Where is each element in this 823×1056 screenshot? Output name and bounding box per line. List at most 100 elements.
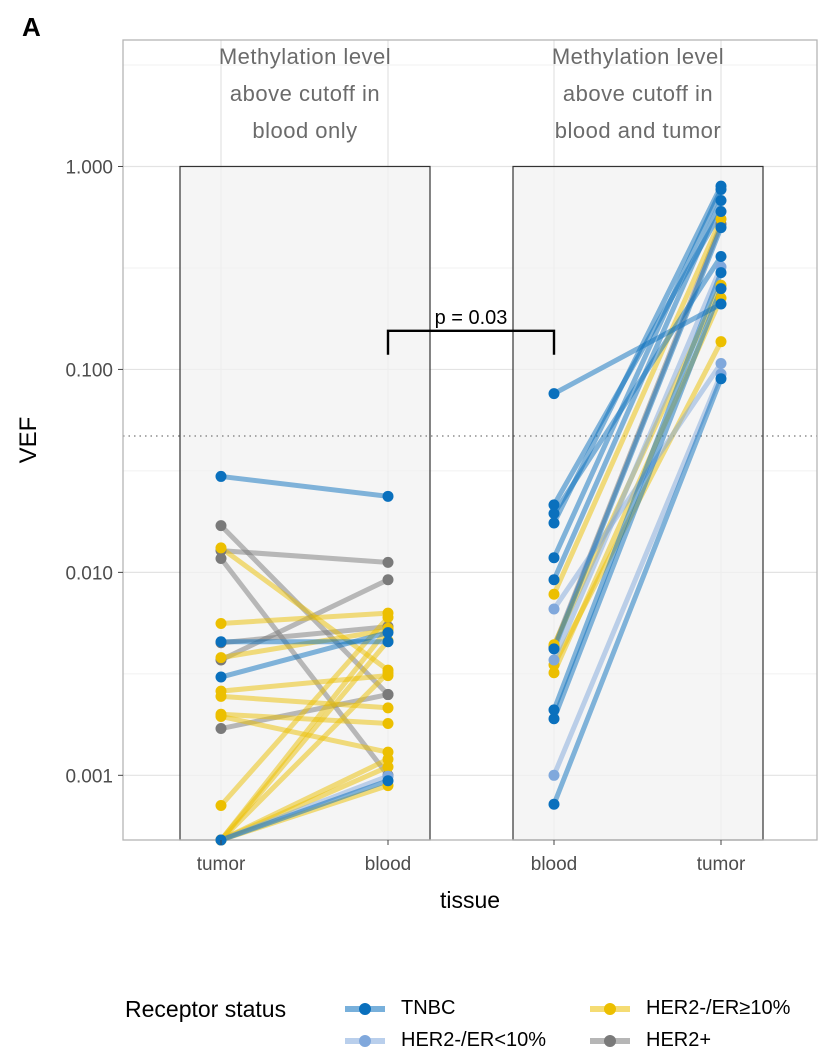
data-point xyxy=(548,769,560,781)
series-line xyxy=(551,286,724,722)
data-point xyxy=(715,213,727,225)
series-line xyxy=(551,187,724,561)
data-point xyxy=(215,690,227,702)
facet-title-line: Methylation level xyxy=(218,44,392,69)
data-point xyxy=(382,490,394,502)
data-point xyxy=(215,799,227,811)
series-line xyxy=(218,673,391,694)
data-point xyxy=(215,553,227,565)
data-point xyxy=(382,611,394,623)
series-line xyxy=(218,630,391,680)
p-value-label: p = 0.03 xyxy=(435,307,508,329)
x-tick-label: tumor xyxy=(697,854,746,875)
legend-key-icon xyxy=(345,1035,385,1047)
legend-label: HER2+ xyxy=(646,1029,712,1051)
data-point xyxy=(548,508,560,520)
series-line xyxy=(551,183,724,526)
data-point xyxy=(715,251,727,263)
series-line xyxy=(551,197,724,583)
panel-label: A xyxy=(22,12,41,42)
series-line xyxy=(551,225,724,652)
data-point xyxy=(215,520,227,532)
data-point xyxy=(382,689,394,701)
data-point xyxy=(548,798,560,810)
data-point xyxy=(215,710,227,722)
data-point xyxy=(548,388,560,400)
legend-key-icon xyxy=(590,1003,630,1015)
legend-key-icon xyxy=(345,1003,385,1015)
legend: Receptor status TNBC HER2-/ER<10% HER2-/… xyxy=(0,960,823,1051)
data-point xyxy=(548,704,560,716)
series-line xyxy=(218,614,391,808)
data-point xyxy=(382,753,394,765)
data-point xyxy=(548,667,560,679)
data-point xyxy=(215,636,227,648)
x-tick-label: blood xyxy=(365,854,412,875)
legend-title: Receptor status xyxy=(125,996,287,1022)
series-line xyxy=(551,376,724,807)
series-line xyxy=(218,473,391,499)
series-line xyxy=(218,711,391,727)
y-tick-label: 0.010 xyxy=(65,563,113,584)
data-point xyxy=(215,470,227,482)
legend-key-icon xyxy=(590,1035,630,1047)
data-point xyxy=(215,542,227,554)
series-line xyxy=(551,216,724,597)
series-line xyxy=(218,638,391,843)
data-point xyxy=(715,298,727,310)
data-point xyxy=(548,588,560,600)
x-tick-label: blood xyxy=(531,854,578,875)
data-point xyxy=(548,574,560,586)
data-point xyxy=(382,627,394,639)
data-point xyxy=(715,206,727,218)
series-line xyxy=(218,670,391,843)
data-point xyxy=(382,636,394,648)
series-line xyxy=(218,556,391,778)
x-tick-label: tumor xyxy=(197,854,246,875)
x-axis-title: tissue xyxy=(440,887,500,913)
data-point xyxy=(382,556,394,568)
series-line xyxy=(551,270,724,713)
facet-title-line: above cutoff in xyxy=(562,81,714,106)
data-point xyxy=(715,222,727,234)
facet-title-blood-only: Methylation level above cutoff in blood … xyxy=(180,38,430,149)
data-point xyxy=(548,499,560,511)
data-point xyxy=(548,654,560,666)
data-point xyxy=(382,761,394,773)
facet-title-line: blood and tumor xyxy=(554,118,722,143)
series-line xyxy=(218,610,391,626)
data-point xyxy=(548,517,560,529)
series-line xyxy=(218,548,391,565)
data-point xyxy=(715,373,727,385)
data-point xyxy=(715,184,727,196)
data-point xyxy=(382,574,394,586)
facet-title-line: blood only xyxy=(252,118,358,143)
data-point xyxy=(548,603,560,615)
vef-line-chart: p = 0.03 1.000 0.100 0.010 0.001 tumor blood bl… xyxy=(15,39,818,913)
data-point xyxy=(715,194,727,206)
data-point xyxy=(215,617,227,629)
data-point xyxy=(715,267,727,279)
data-point xyxy=(215,671,227,683)
data-point xyxy=(715,283,727,295)
data-point xyxy=(715,336,727,348)
series-line xyxy=(551,264,724,663)
data-point xyxy=(548,713,560,725)
y-tick-label: 0.100 xyxy=(65,360,113,381)
data-point xyxy=(382,718,394,730)
legend-label: HER2-/ER≥10% xyxy=(646,997,791,1019)
series-line xyxy=(551,301,724,397)
series-line xyxy=(218,778,391,843)
p-value-bracket xyxy=(386,329,556,355)
data-point xyxy=(215,652,227,664)
data-point xyxy=(382,775,394,787)
y-tick-label: 0.001 xyxy=(65,766,113,787)
y-axis-title: VEF xyxy=(15,417,42,464)
data-point xyxy=(715,357,727,369)
facet-title-blood-and-tumor: Methylation level above cutoff in blood … xyxy=(513,38,763,149)
data-point xyxy=(382,702,394,714)
plot-border xyxy=(122,39,818,841)
legend-label: HER2-/ER<10% xyxy=(401,1029,547,1051)
data-point xyxy=(215,723,227,735)
data-point xyxy=(548,643,560,655)
